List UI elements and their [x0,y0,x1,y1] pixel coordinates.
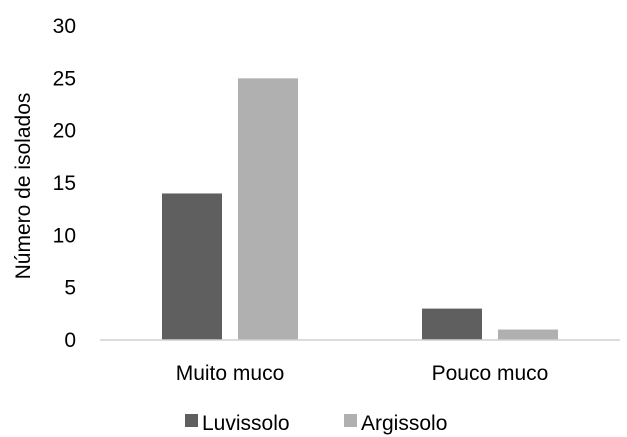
y-tick-label: 30 [53,15,76,38]
bars [162,78,558,340]
bar [498,329,558,340]
y-tick-label: 20 [53,120,76,143]
y-tick-label: 5 [64,277,76,300]
legend-swatch [185,414,198,427]
x-tick-label: Muito muco [176,362,285,385]
y-axis-title: Número de isolados [12,93,35,280]
legend-label: Argissolo [361,412,447,435]
category-labels: Muito muco Pouco muco [176,362,549,385]
y-axis-ticks: 0 5 10 15 20 25 30 [53,15,76,352]
bar [422,308,482,340]
x-tick-label: Pouco muco [432,362,549,385]
y-tick-label: 25 [53,67,76,90]
legend-label: Luvissolo [202,412,290,435]
bar [162,193,222,340]
y-tick-label: 0 [64,329,76,352]
legend: Luvissolo Argissolo [185,412,447,435]
legend-swatch [344,414,357,427]
bar [238,78,298,340]
y-tick-label: 15 [53,172,76,195]
y-tick-label: 10 [53,224,76,247]
